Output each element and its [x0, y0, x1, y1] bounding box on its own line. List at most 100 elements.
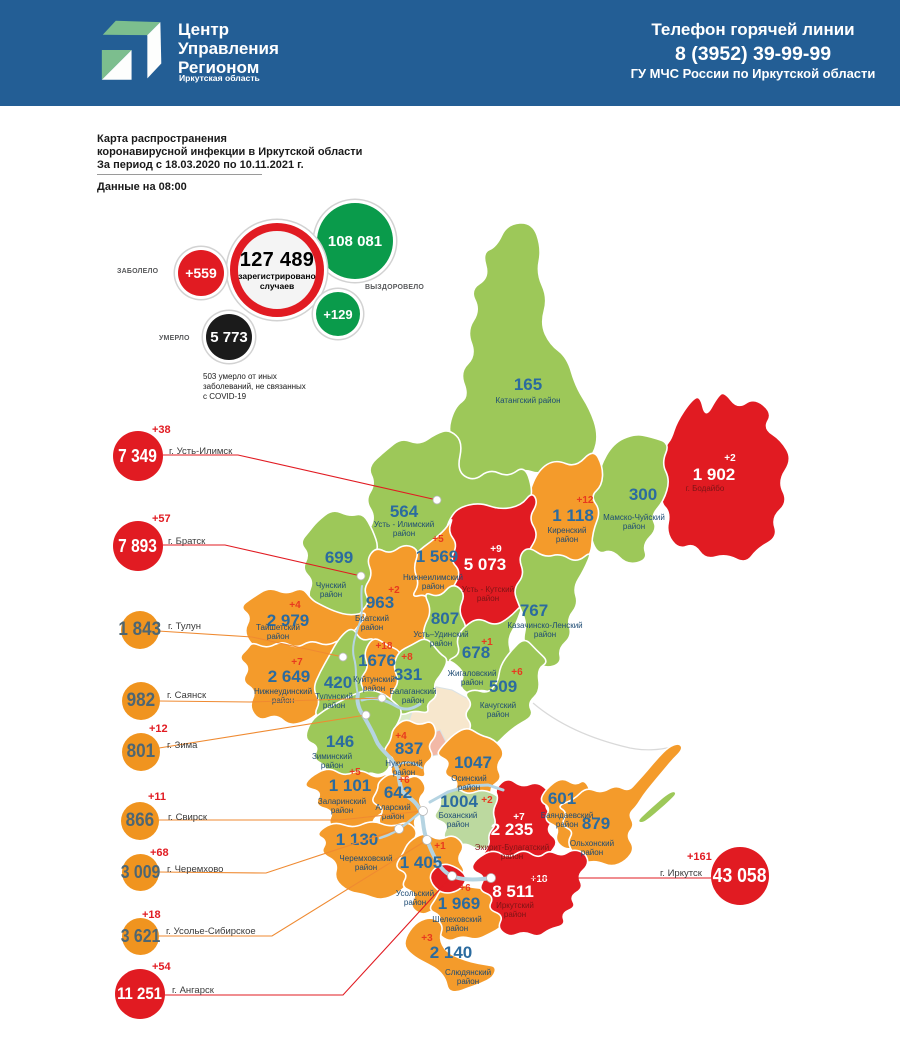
svg-text:Братский: Братский	[355, 614, 389, 623]
svg-text:район: район	[382, 812, 404, 821]
svg-text:509: 509	[489, 677, 517, 696]
svg-text:район: район	[487, 710, 509, 719]
svg-text:1 101: 1 101	[329, 776, 372, 795]
svg-text:331: 331	[394, 665, 422, 684]
svg-text:837: 837	[395, 739, 423, 758]
svg-text:район: район	[446, 924, 468, 933]
svg-text:район: район	[501, 852, 523, 861]
svg-text:+4: +4	[289, 600, 301, 611]
svg-text:район: район	[457, 977, 479, 986]
svg-text:1 969: 1 969	[438, 894, 481, 913]
svg-text:963: 963	[366, 593, 394, 612]
svg-text:Усть–Удинский: Усть–Удинский	[413, 630, 468, 639]
svg-text:Шелеховский: Шелеховский	[432, 915, 481, 924]
svg-text:+12: +12	[577, 495, 594, 506]
svg-text:+4: +4	[395, 731, 407, 742]
svg-text:Усть - Кутский: Усть - Кутский	[462, 585, 514, 594]
svg-text:1 569: 1 569	[416, 547, 459, 566]
svg-text:+1: +1	[481, 637, 493, 648]
svg-text:Зиминский: Зиминский	[312, 752, 352, 761]
svg-text:район: район	[321, 761, 343, 770]
svg-text:район: район	[422, 582, 444, 591]
svg-text:район: район	[404, 898, 426, 907]
svg-text:+2: +2	[481, 795, 493, 806]
svg-text:146: 146	[326, 732, 354, 751]
svg-text:5 073: 5 073	[464, 555, 507, 574]
svg-text:+7: +7	[291, 657, 303, 668]
svg-text:Чунский: Чунский	[316, 581, 346, 590]
svg-text:2 140: 2 140	[430, 943, 473, 962]
svg-text:601: 601	[548, 789, 576, 808]
svg-text:+2: +2	[724, 453, 736, 464]
svg-text:Слюдянский: Слюдянский	[445, 968, 491, 977]
svg-text:1 902: 1 902	[693, 465, 736, 484]
svg-text:+18: +18	[376, 641, 393, 652]
svg-text:564: 564	[390, 502, 419, 521]
svg-text:район: район	[447, 820, 469, 829]
svg-text:район: район	[323, 701, 345, 710]
svg-text:2 979: 2 979	[267, 611, 310, 630]
svg-text:район: район	[477, 594, 499, 603]
svg-text:1 405: 1 405	[400, 853, 443, 872]
svg-text:+6: +6	[459, 883, 471, 894]
svg-text:Иркутский: Иркутский	[496, 901, 534, 910]
svg-text:район: район	[402, 696, 424, 705]
svg-text:Куйтунский: Куйтунский	[353, 675, 395, 684]
svg-text:район: район	[556, 820, 578, 829]
svg-text:Нукутский: Нукутский	[385, 759, 422, 768]
svg-text:район: район	[363, 684, 385, 693]
svg-text:Черемховский: Черемховский	[339, 854, 392, 863]
svg-text:+6: +6	[398, 775, 410, 786]
svg-text:+8: +8	[401, 652, 413, 663]
svg-text:район: район	[458, 783, 480, 792]
svg-text:Тулунский: Тулунский	[315, 692, 353, 701]
svg-text:район: район	[461, 678, 483, 687]
svg-text:Балаганский: Балаганский	[390, 687, 437, 696]
svg-text:Тайшетский: Тайшетский	[256, 623, 300, 632]
svg-text:район: район	[430, 639, 452, 648]
svg-text:район: район	[331, 806, 353, 815]
svg-text:район: район	[504, 910, 526, 919]
svg-text:+18: +18	[531, 874, 548, 885]
svg-text:район: район	[267, 632, 289, 641]
svg-text:+1: +1	[434, 841, 446, 852]
svg-text:642: 642	[384, 783, 412, 802]
svg-text:район: район	[361, 623, 383, 632]
svg-text:район: район	[393, 768, 415, 777]
svg-text:767: 767	[520, 601, 548, 620]
svg-text:Киренский: Киренский	[548, 526, 587, 535]
svg-text:1004: 1004	[440, 792, 478, 811]
svg-text:+7: +7	[513, 812, 525, 823]
svg-text:+9: +9	[490, 544, 502, 555]
svg-text:807: 807	[431, 609, 459, 628]
svg-text:678: 678	[462, 643, 490, 662]
svg-text:+5: +5	[349, 767, 361, 778]
svg-text:1 118: 1 118	[552, 506, 594, 525]
svg-text:Эхирит-Булагатский: Эхирит-Булагатский	[475, 843, 550, 852]
svg-text:1 130: 1 130	[336, 830, 379, 849]
svg-text:район: район	[320, 590, 342, 599]
svg-text:879: 879	[582, 814, 610, 833]
svg-text:Казачинско-Ленский: Казачинско-Ленский	[507, 621, 582, 630]
svg-text:район: район	[393, 529, 415, 538]
svg-text:+6: +6	[511, 667, 523, 678]
svg-text:г. Бодайбо: г. Бодайбо	[686, 484, 725, 493]
svg-text:Аларский: Аларский	[375, 803, 410, 812]
svg-text:300: 300	[629, 485, 657, 504]
svg-text:420: 420	[324, 673, 352, 692]
svg-text:2 235: 2 235	[491, 820, 534, 839]
svg-text:Усольский: Усольский	[396, 889, 434, 898]
svg-text:район: район	[623, 522, 645, 531]
svg-text:Нижнеилимский: Нижнеилимский	[403, 573, 463, 582]
svg-text:165: 165	[514, 375, 542, 394]
svg-text:699: 699	[325, 548, 353, 567]
svg-text:Нижнеудинский: Нижнеудинский	[254, 687, 312, 696]
svg-text:2 649: 2 649	[268, 667, 311, 686]
svg-text:Заларинский: Заларинский	[318, 797, 366, 806]
svg-text:Баяндаевский: Баяндаевский	[541, 811, 594, 820]
svg-text:Жигаловский: Жигаловский	[448, 669, 497, 678]
svg-text:8 511: 8 511	[492, 882, 534, 901]
svg-text:район: район	[581, 848, 603, 857]
svg-text:район: район	[556, 535, 578, 544]
svg-text:Боханский: Боханский	[439, 811, 478, 820]
